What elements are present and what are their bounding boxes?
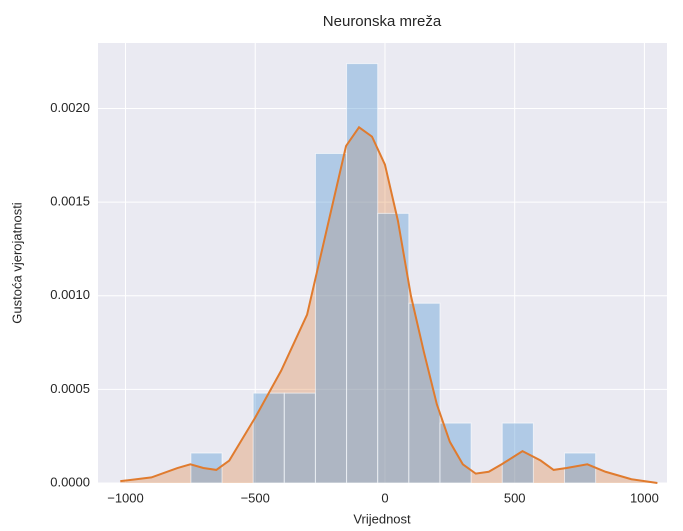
x-axis-label: Vrijednost [353, 511, 411, 526]
y-tick-label: 0.0005 [50, 381, 90, 396]
bar [346, 63, 379, 484]
plot-area [98, 43, 667, 483]
bar [314, 152, 348, 484]
x-tick-label: 500 [504, 490, 526, 505]
x-tick-label: 0 [381, 490, 388, 505]
bar [252, 392, 285, 484]
chart-title: Neuronska mreža [323, 13, 442, 30]
x-tick-label: 1000 [630, 490, 659, 505]
x-tick-label: −1000 [107, 490, 144, 505]
y-axis-label: Gustoća vjerojatnosti [9, 202, 24, 324]
y-tick-label: 0.0015 [50, 194, 90, 209]
y-tick-label: 0.0010 [50, 287, 90, 302]
kde-area [120, 127, 658, 484]
bar [283, 392, 316, 484]
y-tick-label: 0.0020 [50, 100, 90, 115]
y-tick-label: 0.0000 [50, 474, 90, 489]
bar [408, 302, 441, 484]
kde-line [120, 125, 658, 484]
x-tick-label: −500 [241, 490, 270, 505]
